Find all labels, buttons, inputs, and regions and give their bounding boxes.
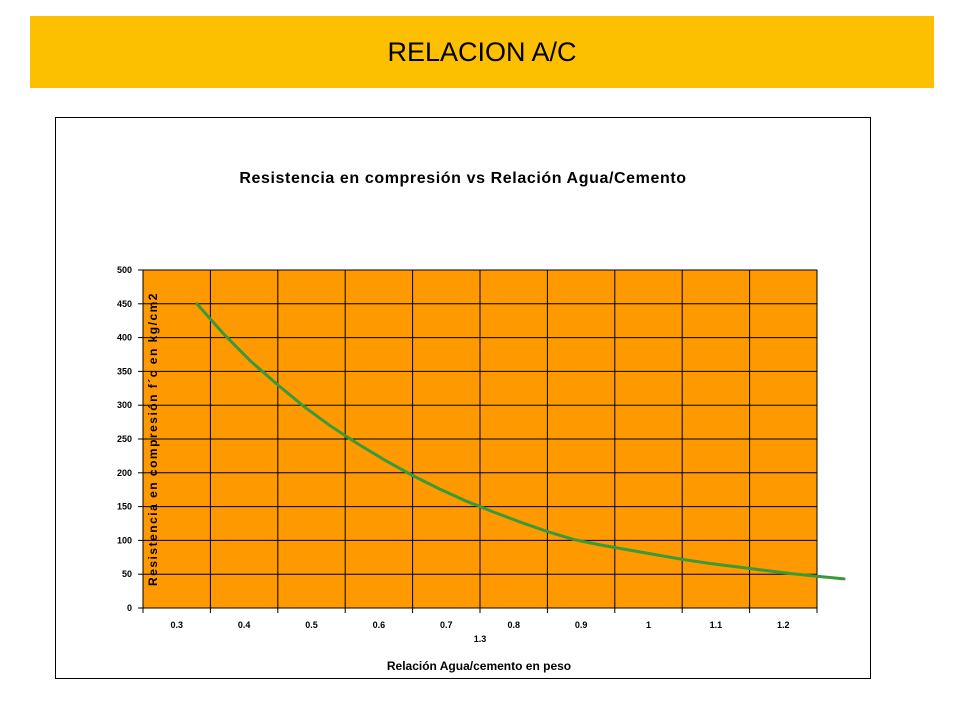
y-tick-label: 450 (117, 299, 132, 309)
x-tick-label: 0.5 (305, 620, 318, 630)
x-tick-label: 0.3 (170, 620, 183, 630)
y-tick-label: 350 (117, 366, 132, 376)
y-tick-label: 400 (117, 333, 132, 343)
y-tick-label: 200 (117, 468, 132, 478)
x-tick-label: 0.9 (575, 620, 588, 630)
series-line (195, 302, 846, 581)
chart-frame: Resistencia en compresión vs Relación Ag… (55, 117, 871, 679)
chart-svg: Resistencia en compresión vs Relación Ag… (117, 170, 846, 673)
x-tick-label: 1.3 (474, 634, 487, 644)
y-tick-label: 300 (117, 400, 132, 410)
title-banner: RELACION A/C (30, 16, 934, 88)
x-axis-label: Relación Agua/cemento en peso (387, 659, 571, 673)
plot-area: 0 50 100 150 200 250 300 350 400 450 500 0.3 0.4 0.5 0… (117, 265, 846, 644)
y-axis-label: Resistencia en compresión f´c en kg/cm2 (146, 292, 160, 586)
x-tick-label: 1 (646, 620, 651, 630)
y-tick-label: 50 (122, 569, 132, 579)
y-tick-label: 250 (117, 434, 132, 444)
x-tick-label: 1.2 (777, 620, 790, 630)
x-tick-label: 0.7 (440, 620, 453, 630)
chart-title: Resistencia en compresión vs Relación Ag… (239, 170, 686, 187)
y-tick-label: 100 (117, 535, 132, 545)
x-tick-label: 0.8 (507, 620, 520, 630)
y-tick-label: 500 (117, 265, 132, 275)
x-tick-label: 1.1 (710, 620, 723, 630)
y-tick-label: 150 (117, 502, 132, 512)
y-tick-label: 0 (127, 603, 132, 613)
x-tick-label: 0.6 (373, 620, 386, 630)
slide-title: RELACION A/C (387, 36, 577, 67)
x-tick-label: 0.4 (238, 620, 251, 630)
